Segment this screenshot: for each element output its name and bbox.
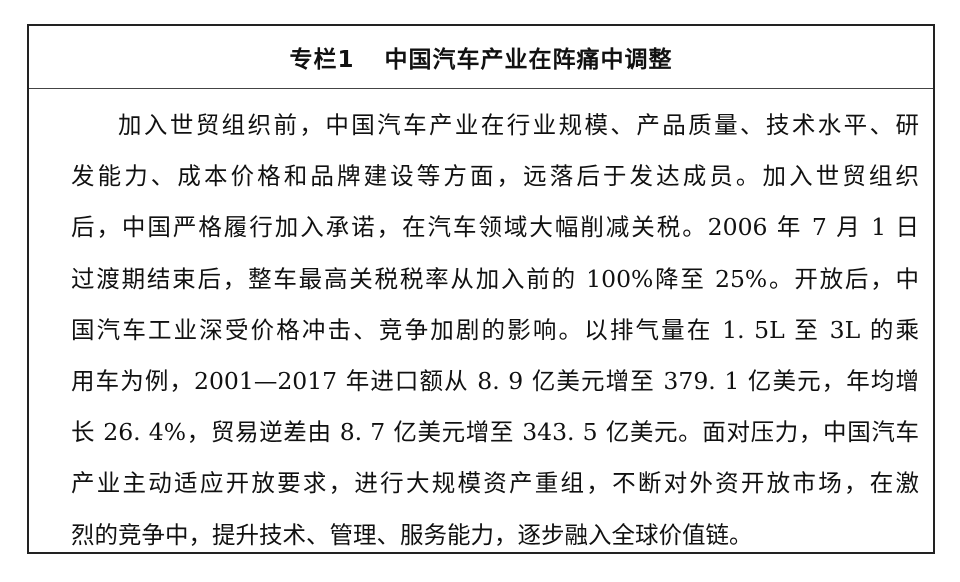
sidebar-box: 专栏1 中国汽车产业在阵痛中调整 加入世贸组织前，中国汽车产业在行业规模、产品质… <box>27 24 935 554</box>
paragraph-line: 烈的竞争中，提升技术、管理、服务能力，逐步融入全球价值链。 <box>71 520 753 549</box>
paragraph-line: 国汽车工业深受价格冲击、竞争加剧的影响。以排气量在 1. 5L 至 3L 的乘 <box>71 315 919 344</box>
paragraph-line: 长 26. 4%，贸易逆差由 8. 7 亿美元增至 343. 5 亿美元。面对压… <box>71 418 919 447</box>
box-label: 专栏1 <box>289 47 355 73</box>
paragraph-line: 加入世贸组织前，中国汽车产业在行业规模、产品质量、技术水平、研 <box>118 111 919 139</box>
paragraph-line: 用车为例，2001—2017 年进口额从 8. 9 亿美元增至 379. 1 亿… <box>71 366 919 395</box>
paragraph-line: 产业主动适应开放要求，进行大规模资产重组，不断对外资开放市场，在激 <box>71 469 919 498</box>
box-title-text: 中国汽车产业在阵痛中调整 <box>384 47 673 73</box>
paragraph-line: 发能力、成本价格和品牌建设等方面，远落后于发达成员。加入世贸组织 <box>71 162 919 191</box>
box-title: 专栏1 中国汽车产业在阵痛中调整 <box>29 26 933 89</box>
paragraph-line: 过渡期结束后，整车最高关税税率从加入前的 100%降至 25%。开放后，中 <box>71 264 919 293</box>
paragraph-line: 后，中国严格履行加入承诺，在汽车领域大幅削减关税。2006 年 7 月 1 日 <box>71 213 919 242</box>
box-body: 加入世贸组织前，中国汽车产业在行业规模、产品质量、技术水平、研 发能力、成本价格… <box>71 100 919 561</box>
